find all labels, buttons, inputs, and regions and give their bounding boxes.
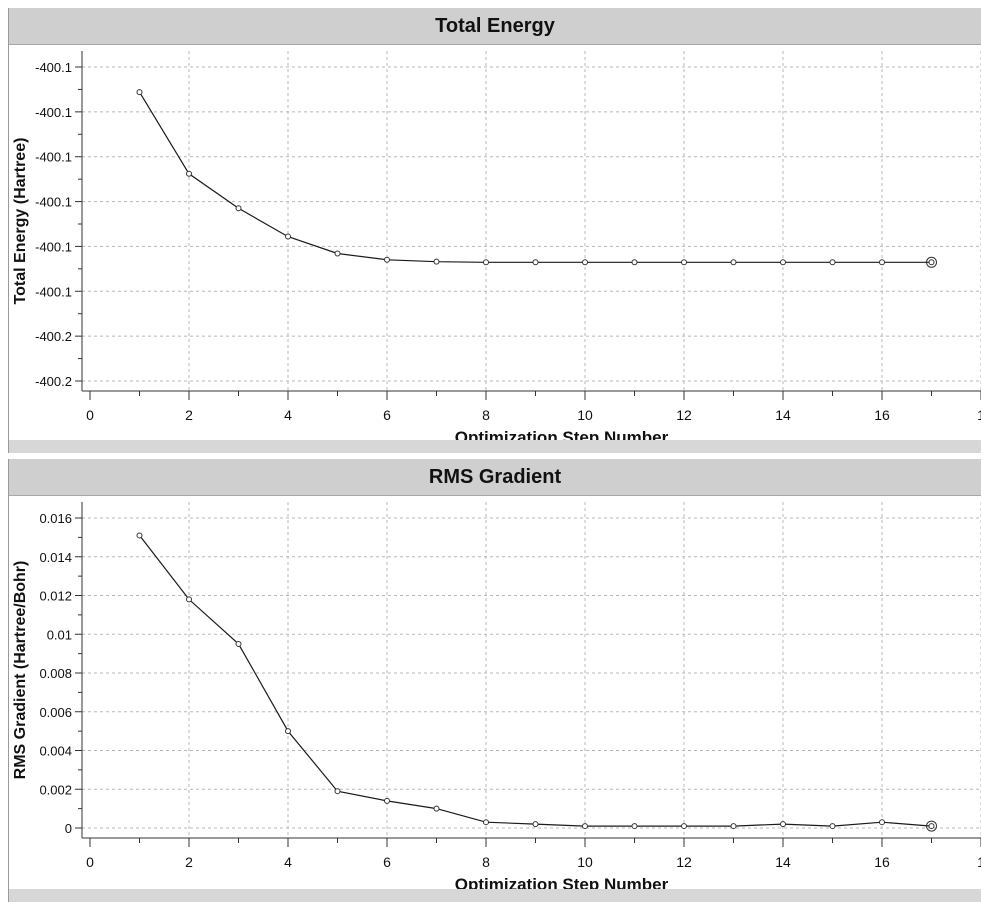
data-point — [829, 823, 836, 830]
y-tick-label: 0 — [65, 821, 72, 836]
x-tick-label: 2 — [185, 854, 193, 870]
y-axis-title: Total Energy (Hartree) — [12, 138, 29, 305]
data-point — [136, 532, 143, 539]
panel-bottom-band — [9, 889, 981, 902]
x-tick-label: 0 — [86, 407, 94, 423]
data-point — [879, 259, 885, 266]
y-tick-label: -400.1 — [35, 105, 72, 120]
chart-title: Total Energy — [9, 8, 981, 45]
x-tick-label: 8 — [482, 854, 490, 870]
x-tick-label: 4 — [284, 407, 292, 423]
plot-area — [82, 51, 981, 391]
y-tick-label: 0.016 — [39, 511, 72, 526]
y-tick-label: -400.1 — [35, 195, 72, 210]
x-tick-label: 10 — [577, 854, 593, 870]
data-point — [483, 819, 489, 826]
x-tick-label: 16 — [874, 407, 890, 423]
x-tick-label: 1 — [977, 407, 981, 423]
data-point — [928, 259, 935, 266]
data-point — [433, 258, 440, 265]
y-tick-label: -400.1 — [35, 60, 72, 75]
x-tick-label: 1 — [977, 854, 981, 870]
data-point — [532, 821, 539, 828]
y-tick-label: 0.006 — [39, 705, 72, 720]
y-tick-label: -400.2 — [35, 329, 72, 344]
x-tick-label: 16 — [874, 854, 890, 870]
y-tick-label: -400.1 — [35, 284, 72, 299]
data-point — [235, 640, 242, 647]
data-point — [780, 821, 786, 828]
x-tick-label: 0 — [86, 854, 94, 870]
data-point — [334, 250, 341, 257]
y-tick-label: 0.008 — [39, 666, 72, 681]
y-tick-label: -400.1 — [35, 150, 72, 165]
final-point-ring — [926, 820, 937, 832]
y-tick-label: 0.01 — [47, 627, 72, 642]
final-point-ring — [926, 256, 937, 268]
data-point — [384, 797, 390, 804]
data-point — [532, 259, 539, 266]
rms-gradient-panel: RMS Gradient 0.016 0.014 0.012 0.01 0.008 0.0… — [8, 459, 981, 902]
x-tick-label: 14 — [775, 407, 791, 423]
y-tick-label: 0.002 — [39, 782, 72, 797]
y-tick-label: 0.012 — [39, 589, 72, 604]
data-point — [334, 788, 341, 795]
y-axis-title: RMS Gradient (Hartree/Bohr) — [12, 561, 29, 780]
x-tick-label: 6 — [383, 854, 391, 870]
data-point — [285, 233, 291, 240]
data-point — [582, 823, 588, 830]
data-point — [582, 259, 588, 266]
data-point — [433, 805, 440, 812]
data-point — [730, 823, 737, 830]
data-point — [483, 259, 489, 266]
data-point — [780, 259, 786, 266]
data-point — [186, 170, 192, 177]
data-point — [235, 205, 242, 212]
rms-gradient-chart: 0.016 0.014 0.012 0.01 0.008 0.006 0.004 0.002 0… — [12, 502, 981, 894]
data-point — [730, 259, 737, 266]
data-point — [829, 259, 836, 266]
data-point — [928, 823, 935, 830]
x-tick-label: 14 — [775, 854, 791, 870]
x-tick-label: 2 — [185, 407, 193, 423]
total-energy-chart: -400.1 -400.1 -400.1 -400.1 -400.1 -400.1 -400… — [12, 51, 981, 447]
data-point — [384, 256, 390, 263]
data-point — [681, 823, 687, 830]
plot-area — [82, 502, 981, 838]
x-tick-label: 6 — [383, 407, 391, 423]
y-tick-label: -400.1 — [35, 239, 72, 254]
data-point — [879, 819, 885, 826]
x-tick-label: 10 — [577, 407, 593, 423]
data-point — [631, 823, 638, 830]
data-point — [681, 259, 687, 266]
total-energy-panel: Total Energy -400.1 -400.1 -400.1 -400.1 -40… — [8, 8, 981, 453]
x-tick-label: 12 — [676, 407, 692, 423]
x-tick-label: 8 — [482, 407, 490, 423]
chart-title: RMS Gradient — [9, 459, 981, 496]
x-tick-label: 4 — [284, 854, 292, 870]
data-point — [136, 89, 143, 96]
data-point — [186, 596, 192, 603]
panel-bottom-band — [9, 440, 981, 453]
y-tick-label: 0.014 — [39, 550, 72, 565]
y-tick-label: 0.004 — [39, 744, 72, 759]
x-tick-label: 12 — [676, 854, 692, 870]
y-tick-label: -400.2 — [35, 374, 72, 389]
data-point — [285, 728, 291, 735]
data-point — [631, 259, 638, 266]
